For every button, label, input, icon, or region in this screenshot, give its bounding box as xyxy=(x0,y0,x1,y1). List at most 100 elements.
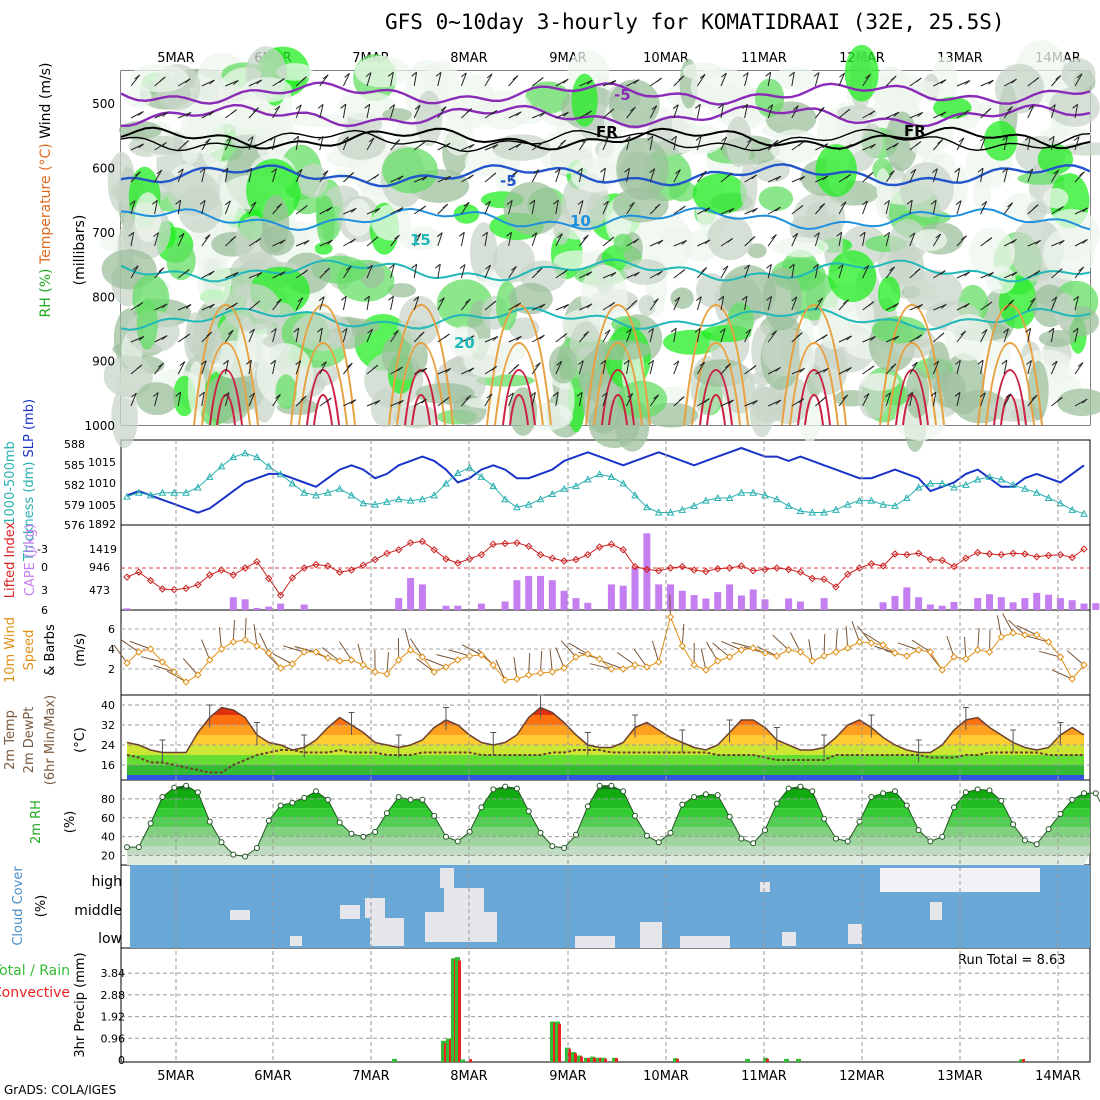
cape-bar xyxy=(300,604,308,610)
wind-barb xyxy=(964,636,967,660)
wind-barb xyxy=(130,200,136,215)
wind-barb xyxy=(1073,296,1079,301)
wind-barb xyxy=(201,79,215,87)
axis-label: 1000-500mb xyxy=(3,441,18,525)
wind-barb xyxy=(766,264,772,269)
wind-barb xyxy=(870,336,876,341)
axis-label: 3hr Precip (mm) xyxy=(73,952,88,1057)
wind-barb xyxy=(893,335,900,341)
wind-barb xyxy=(184,333,191,339)
wind-barb xyxy=(531,392,536,407)
wind-barb xyxy=(767,296,772,311)
thickness-point xyxy=(560,484,568,492)
ytick-label: 3.84 xyxy=(101,967,126,980)
wind-barb xyxy=(346,362,353,368)
wind-barb xyxy=(838,394,849,407)
lifted-index-point xyxy=(430,546,438,554)
wind-speed-point xyxy=(513,675,521,683)
wind-barb xyxy=(460,264,466,279)
wind-speed-point xyxy=(796,648,805,656)
left-tick-label: 582 xyxy=(64,479,85,492)
thickness-point xyxy=(465,463,474,471)
wind-barb xyxy=(206,331,213,337)
wind-barb xyxy=(326,206,333,212)
convective-precip-bar xyxy=(587,1058,590,1062)
wind-barb xyxy=(986,301,993,307)
wind-barb xyxy=(339,641,352,661)
rh-point xyxy=(691,794,698,800)
left-tick-label: -3 xyxy=(37,543,48,556)
cape-bar xyxy=(572,598,580,610)
wind-speed-point xyxy=(465,652,474,660)
warm-contour xyxy=(691,341,741,426)
wind-barb xyxy=(1074,296,1079,311)
wind-barb xyxy=(301,76,307,81)
wind-barb xyxy=(623,359,630,365)
wind-barb xyxy=(814,72,820,87)
wind-barb xyxy=(390,104,395,119)
wind-barb xyxy=(388,264,395,269)
wind-barb xyxy=(909,361,918,375)
wind-barb xyxy=(798,398,805,404)
wind-barb xyxy=(318,296,325,302)
wind-barb xyxy=(325,397,332,403)
ytick-label: 40 xyxy=(101,699,115,712)
wind-barb xyxy=(909,232,916,247)
wind-barb xyxy=(626,360,630,375)
wind-barb xyxy=(248,201,257,215)
contour-label: -5 xyxy=(614,86,631,104)
wind-speed-point xyxy=(997,633,1006,641)
rh-point xyxy=(443,833,449,840)
wind-barb xyxy=(272,394,281,407)
wind-barb xyxy=(218,627,222,650)
run-total-annotation: Run Total = 8.63 xyxy=(958,953,1066,968)
wind-barb xyxy=(113,644,128,664)
wind-barb xyxy=(255,238,262,243)
wind-barb xyxy=(183,140,189,145)
wind-barb xyxy=(602,168,606,183)
wind-barb xyxy=(940,111,947,117)
rh-patch xyxy=(909,121,939,158)
wind-barb xyxy=(130,232,135,247)
warm-contour xyxy=(804,393,824,426)
wind-speed-point xyxy=(654,658,663,666)
wind-barb xyxy=(633,648,648,668)
wind-barb xyxy=(531,232,538,238)
wind-speed-point xyxy=(1021,631,1029,639)
cape-bar xyxy=(442,605,450,610)
ytick-label: 2 xyxy=(108,663,115,676)
wind-barb xyxy=(201,639,211,661)
wind-barb xyxy=(485,200,491,206)
cape-bar xyxy=(891,595,899,610)
rh-point xyxy=(667,829,674,836)
warm-contour xyxy=(789,341,839,426)
warm-contour xyxy=(977,303,1043,426)
thickness-point xyxy=(264,462,273,470)
wind-barb xyxy=(461,644,482,656)
thickness-point xyxy=(820,508,828,516)
wind-barb xyxy=(845,174,852,179)
warm-contour xyxy=(494,341,544,426)
cape-bar xyxy=(525,575,533,610)
date-label-bottom: 7MAR xyxy=(352,1069,389,1084)
wind-barb xyxy=(272,298,282,311)
wind-barb xyxy=(414,104,421,110)
wind-barb xyxy=(563,111,569,117)
lifted-index-point xyxy=(288,574,297,582)
wind-speed-point xyxy=(418,653,427,661)
wind-barb xyxy=(513,364,520,369)
wind-barb xyxy=(838,144,853,151)
cape-bar xyxy=(1009,602,1017,610)
wind-barb xyxy=(201,392,205,407)
rh-point xyxy=(951,804,957,811)
wind-barb xyxy=(506,231,512,237)
rh-patch xyxy=(382,147,438,194)
wind-barb xyxy=(1027,328,1032,343)
wind-barb xyxy=(673,104,679,119)
total-precip-bar xyxy=(565,1047,570,1062)
wind-barb xyxy=(862,232,866,247)
wind-barb xyxy=(884,232,890,237)
warm-contour xyxy=(699,368,733,426)
lifted-index-point xyxy=(725,564,734,572)
wind-barb xyxy=(342,104,347,119)
